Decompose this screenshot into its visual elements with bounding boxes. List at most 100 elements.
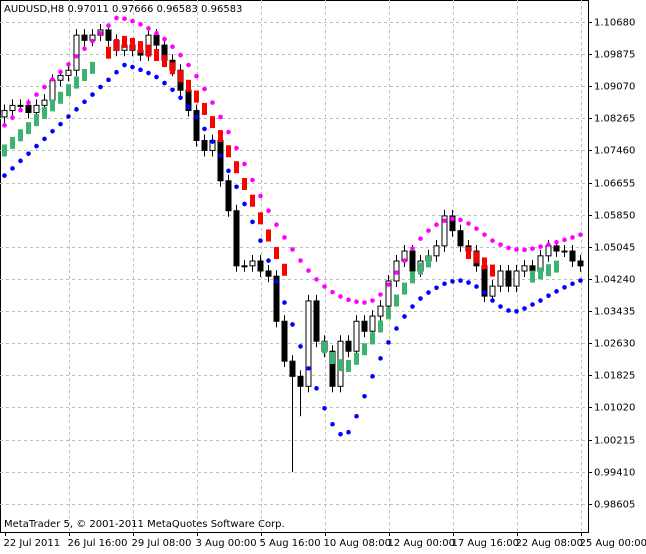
indicator-block: [194, 90, 199, 103]
indicator-dot: [346, 297, 351, 303]
candle-body: [41, 99, 48, 106]
indicator-block: [482, 257, 487, 270]
indicator-dot: [234, 184, 239, 190]
candle-body: [569, 250, 576, 262]
indicator-dot: [362, 394, 367, 399]
indicator-dot: [90, 92, 95, 97]
indicator-block: [154, 49, 159, 62]
indicator-dot: [330, 289, 335, 295]
x-tick-label: 22 Jul 2011: [4, 538, 61, 549]
candle-body: [65, 69, 72, 76]
indicator-dot: [386, 340, 391, 345]
indicator-dot: [42, 84, 47, 90]
indicator-block: [2, 144, 7, 157]
indicator-dot: [378, 292, 383, 297]
indicator-dot: [218, 114, 223, 120]
indicator-dot: [98, 30, 103, 36]
indicator-dot: [450, 279, 455, 284]
candle-body: [257, 260, 264, 272]
y-tick-label: 1.04240: [594, 275, 635, 286]
indicator-block: [354, 352, 359, 365]
y-tick-label: 1.06655: [594, 179, 635, 190]
y-tick-label: 1.02630: [594, 339, 635, 350]
x-tick-label: 17 Aug 16:00: [452, 538, 519, 549]
y-tick-label: 1.10680: [594, 18, 635, 29]
indicator-block: [546, 264, 551, 277]
x-tick-label: 25 Aug 00:00: [580, 538, 646, 549]
indicator-block: [362, 343, 367, 356]
candle-body: [449, 215, 456, 232]
candle-body: [297, 375, 304, 387]
indicator-dot: [10, 115, 15, 121]
candle-body: [441, 215, 448, 247]
indicator-dot: [122, 62, 127, 68]
indicator-dot: [410, 246, 415, 251]
y-tick-label: 0.99410: [594, 468, 635, 479]
candle-body: [265, 270, 272, 277]
indicator-dot: [434, 222, 439, 227]
indicator-dot: [202, 126, 207, 132]
indicator-block: [50, 99, 55, 112]
indicator-dot: [258, 238, 263, 243]
indicator-dot: [242, 201, 247, 207]
indicator-block: [426, 255, 431, 268]
indicator-dot: [34, 143, 39, 149]
indicator-block: [402, 282, 407, 295]
indicator-dot: [562, 237, 567, 243]
indicator-dot: [474, 284, 479, 289]
candle-body: [57, 74, 64, 81]
indicator-dot: [426, 290, 431, 295]
y-tick-label: 1.05850: [594, 211, 635, 222]
indicator-dot: [570, 281, 575, 287]
indicator-dot: [338, 294, 343, 299]
candle-body: [33, 104, 40, 114]
indicator-block: [114, 39, 119, 52]
indicator-dot: [66, 114, 71, 119]
x-tick-label: 22 Aug 08:00: [516, 538, 583, 549]
indicator-dot: [274, 222, 279, 227]
indicator-block: [554, 260, 559, 273]
indicator-dot: [178, 52, 183, 58]
candle-body: [201, 139, 208, 151]
candle-body: [369, 315, 376, 332]
indicator-dot: [226, 168, 231, 174]
indicator-block: [202, 102, 207, 115]
indicator-dot: [10, 166, 15, 171]
indicator-dot: [338, 431, 343, 437]
indicator-dot: [482, 290, 487, 295]
indicator-dot: [202, 86, 207, 92]
indicator-dot: [546, 293, 551, 299]
indicator-dot: [578, 278, 583, 283]
candle-body: [9, 104, 16, 112]
candle-body: [545, 245, 552, 257]
indicator-dot: [242, 161, 247, 167]
indicator-block: [410, 271, 415, 284]
indicator-dot: [170, 44, 175, 49]
indicator-block: [226, 145, 231, 158]
indicator-dot: [186, 104, 191, 110]
indicator-dot: [354, 299, 359, 305]
indicator-dot: [114, 69, 119, 75]
candle-body: [361, 320, 368, 332]
indicator-dot: [370, 298, 375, 303]
indicator-dot: [346, 429, 351, 435]
y-tick-label: 1.09875: [594, 50, 635, 61]
candle-body: [409, 250, 416, 272]
indicator-block: [418, 262, 423, 275]
indicator-dot: [154, 30, 159, 36]
indicator-block: [58, 91, 63, 104]
candle-body: [225, 180, 232, 212]
indicator-block: [370, 332, 375, 345]
indicator-block: [42, 106, 47, 119]
indicator-block: [466, 247, 471, 260]
candle-body: [153, 34, 160, 46]
indicator-dot: [298, 258, 303, 263]
indicator-dot: [530, 246, 535, 251]
indicator-dot: [410, 304, 415, 309]
indicator-block: [338, 359, 343, 372]
indicator-block: [34, 114, 39, 127]
indicator-block: [186, 79, 191, 92]
indicator-block: [258, 212, 263, 225]
indicator-dot: [506, 245, 511, 251]
